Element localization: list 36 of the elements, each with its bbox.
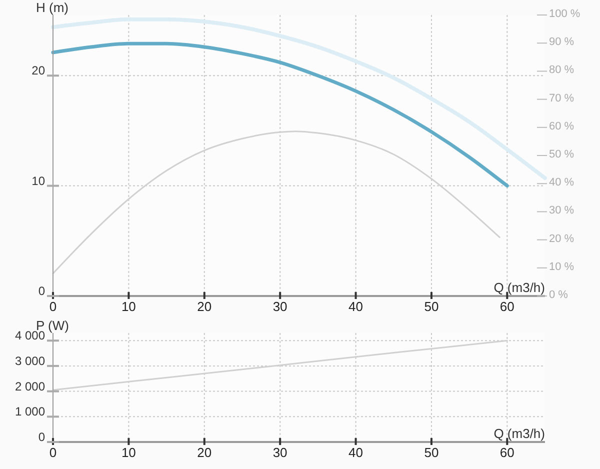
y-tick-label: 20 bbox=[32, 64, 46, 78]
y-axis-title: H (m) bbox=[36, 0, 68, 15]
y2-tick-label: 20 % bbox=[549, 232, 574, 245]
y2-tick-label: 0 % bbox=[549, 289, 568, 301]
x-tick-label: 40 bbox=[348, 445, 364, 460]
y2-tick-label: 90 % bbox=[549, 36, 574, 48]
x-axis-title: Q (m3/h) bbox=[494, 426, 545, 441]
x-tick-label: 60 bbox=[500, 299, 514, 314]
y2-tick-label: 100 % bbox=[549, 8, 580, 20]
y-tick-label: 2 000 bbox=[14, 379, 46, 394]
y-tick-label: 3 000 bbox=[14, 354, 46, 368]
y2-tick-label: 70 % bbox=[549, 92, 574, 104]
x-tick-label: 10 bbox=[121, 299, 136, 314]
x-tick-label: 60 bbox=[500, 445, 514, 460]
x-axis-title: Q (m3/h) bbox=[494, 280, 545, 295]
y2-tick-label: 60 % bbox=[549, 120, 574, 132]
x-tick-label: 50 bbox=[424, 299, 439, 314]
y-tick-label: 4 000 bbox=[14, 328, 46, 343]
x-tick-label: 40 bbox=[348, 299, 364, 314]
y2-tick-label: 10 % bbox=[549, 260, 574, 273]
y-tick-label: 10 bbox=[32, 174, 46, 188]
y2-tick-label: 50 % bbox=[549, 148, 574, 160]
y2-tick-label: 40 % bbox=[549, 176, 574, 189]
y2-tick-label: 80 % bbox=[549, 64, 574, 76]
x-tick-label: 10 bbox=[121, 445, 136, 460]
y-tick-label: 0 bbox=[38, 430, 46, 444]
y-tick-label: 0 bbox=[38, 284, 46, 298]
x-tick-label: 0 bbox=[49, 299, 57, 314]
y-tick-label: 1 000 bbox=[14, 404, 46, 419]
x-tick-label: 50 bbox=[424, 445, 439, 460]
x-tick-label: 20 bbox=[197, 299, 212, 314]
y2-tick-label: 30 % bbox=[549, 204, 574, 217]
x-tick-label: 30 bbox=[272, 299, 288, 314]
x-tick-label: 20 bbox=[197, 445, 212, 460]
x-tick-label: 30 bbox=[272, 445, 288, 460]
x-tick-label: 0 bbox=[49, 445, 57, 460]
